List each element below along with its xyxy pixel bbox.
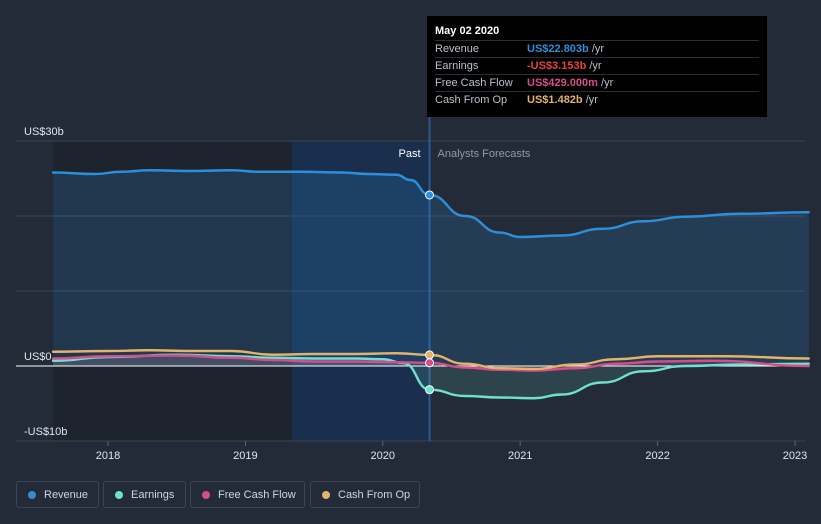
legend-item-cash-from-op[interactable]: Cash From Op (310, 481, 420, 508)
data-tooltip: May 02 2020 Revenue US$22.803b /yr Earni… (427, 16, 767, 117)
point-marker-earnings (425, 385, 435, 395)
forecast-label: Analysts Forecasts (438, 148, 531, 160)
tooltip-value: US$22.803b /yr (527, 43, 605, 55)
tooltip-label: Revenue (435, 43, 480, 55)
x-tick-label: 2022 (645, 450, 669, 462)
legend-label: Cash From Op (338, 489, 411, 501)
legend-dot-icon (322, 491, 330, 499)
y-tick-label: -US$10b (24, 426, 67, 438)
tooltip-label: Earnings (435, 60, 479, 72)
legend-item-free-cash-flow[interactable]: Free Cash Flow (190, 481, 305, 508)
series-area-revenue (53, 170, 809, 366)
y-tick-label: US$30b (24, 126, 64, 138)
point-marker-free-cash-flow (425, 358, 435, 368)
legend-item-revenue[interactable]: Revenue (16, 481, 99, 508)
legend-label: Free Cash Flow (218, 489, 296, 501)
tooltip-label: Free Cash Flow (435, 77, 513, 89)
x-tick-label: 2018 (96, 450, 120, 462)
tooltip-value: US$429.000m /yr (527, 77, 614, 89)
legend-item-earnings[interactable]: Earnings (103, 481, 186, 508)
x-tick-label: 2023 (783, 450, 807, 462)
legend-label: Earnings (131, 489, 175, 501)
tooltip-row-free-cash-flow: Free Cash Flow US$429.000m /yr (435, 74, 759, 92)
tooltip-value: -US$3.153b /yr (527, 60, 602, 72)
point-marker-cash-from-op (425, 350, 435, 360)
legend-dot-icon (115, 491, 123, 499)
series-line-cash-from-op (51, 349, 810, 371)
tooltip-label: Cash From Op (435, 94, 508, 106)
tooltip-value: US$1.482b /yr (527, 94, 598, 106)
past-label: Past (399, 148, 421, 160)
series-line-revenue (51, 169, 810, 239)
point-marker-revenue (425, 190, 435, 200)
y-tick-label: US$0 (24, 351, 52, 363)
x-tick-label: 2021 (508, 450, 532, 462)
x-tick-label: 2020 (371, 450, 395, 462)
legend-dot-icon (28, 491, 36, 499)
x-tick-label: 2019 (233, 450, 257, 462)
tooltip-date: May 02 2020 (435, 25, 500, 37)
tooltip-row-earnings: Earnings -US$3.153b /yr (435, 57, 759, 75)
tooltip-row-revenue: Revenue US$22.803b /yr (435, 40, 759, 58)
legend-dot-icon (202, 491, 210, 499)
tooltip-row-cash-from-op: Cash From Op US$1.482b /yr (435, 91, 759, 109)
legend-label: Revenue (44, 489, 89, 501)
